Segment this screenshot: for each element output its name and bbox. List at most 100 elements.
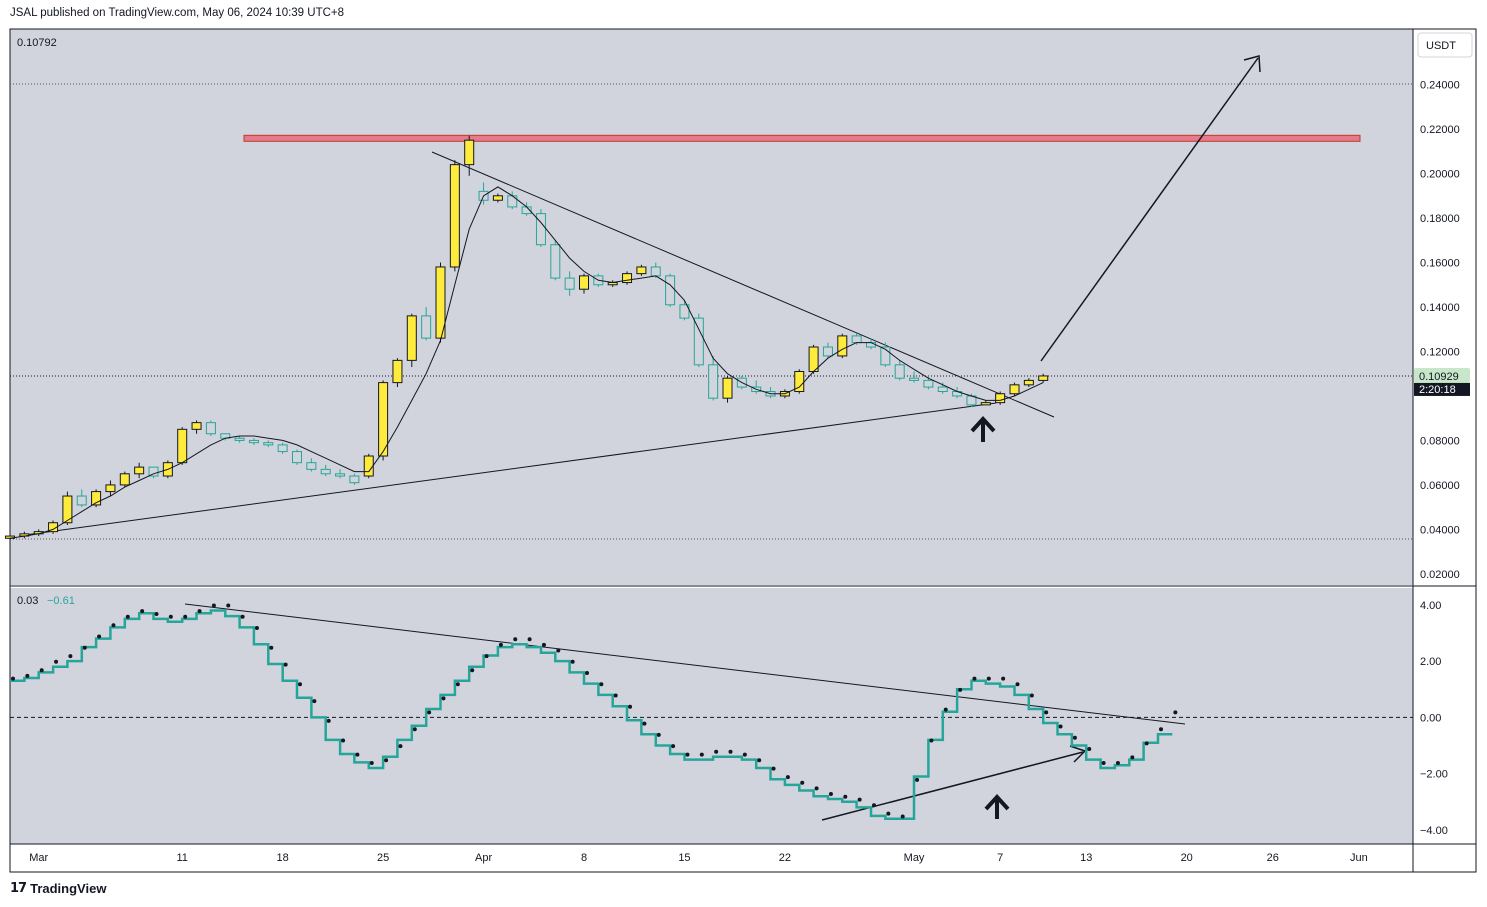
- signal-dot: [1101, 761, 1106, 766]
- footer-brand[interactable]: 17 TradingView: [10, 881, 106, 896]
- ascending-trendline[interactable]: [24, 402, 997, 536]
- projection-arrow-line[interactable]: [1040, 57, 1259, 362]
- time-tick-label: 26: [1267, 852, 1279, 864]
- candlestick-series: [5, 135, 1049, 541]
- candle: [1009, 382, 1020, 396]
- signal-dot: [226, 603, 231, 608]
- resistance-zone[interactable]: [243, 134, 1361, 142]
- projection-arrow-icon: [1243, 55, 1261, 73]
- oscillator-axis[interactable]: 4.00 2.00 0.00 −2.00 −4.00: [1420, 600, 1448, 837]
- signal-dot: [384, 758, 389, 763]
- candle-body: [392, 359, 403, 384]
- footer-brand-label: TradingView: [30, 881, 107, 896]
- oscillator-tick-label: −4.00: [1420, 825, 1448, 837]
- time-tick-label: Apr: [475, 852, 492, 864]
- descending-trendline[interactable]: [431, 151, 1055, 418]
- candle: [277, 442, 288, 454]
- price-tick-label: 0.04000: [1420, 524, 1460, 536]
- signal-dot: [785, 775, 790, 780]
- signal-dot: [111, 623, 116, 628]
- candle: [579, 273, 589, 294]
- candle-body: [722, 377, 733, 399]
- oscillator-up-arrow-icon: [984, 794, 1010, 819]
- candle: [636, 264, 647, 276]
- candle-body: [435, 266, 446, 339]
- signal-dot: [1130, 755, 1135, 760]
- signal-dot: [154, 611, 159, 616]
- candle-body: [866, 342, 876, 348]
- candle-body: [76, 495, 87, 506]
- candle-body: [363, 455, 374, 477]
- signal-dot: [771, 766, 776, 771]
- signal-dot: [972, 676, 977, 681]
- candle-body: [550, 244, 561, 279]
- signal-dot: [628, 704, 633, 709]
- candle-body: [134, 466, 145, 475]
- candle: [794, 369, 805, 394]
- price-axis[interactable]: 0.24000 0.22000 0.20000 0.18000 0.16000 0.140…: [1420, 80, 1460, 581]
- candle: [665, 273, 676, 307]
- currency-button-label: USDT: [1426, 40, 1456, 52]
- candle-body: [62, 495, 73, 524]
- price-tick-label: 0.12000: [1420, 346, 1460, 358]
- candle-body: [995, 393, 1006, 404]
- signal-dot: [843, 794, 848, 799]
- signal-dot: [1044, 710, 1049, 715]
- candle: [91, 489, 102, 508]
- signal-dot: [1058, 724, 1063, 729]
- price-pane[interactable]: [10, 29, 1413, 585]
- signal-dot: [1115, 761, 1120, 766]
- candle-body: [234, 437, 245, 441]
- signal-dot: [1087, 746, 1092, 751]
- currency-button[interactable]: [1417, 32, 1473, 58]
- time-axis[interactable]: Mar 11 18 25 Apr 8 15 22 May 7 13 20 26 Jun: [29, 852, 1368, 864]
- signal-dot: [915, 777, 920, 782]
- candle: [349, 473, 360, 485]
- candle-body: [105, 484, 116, 493]
- candle: [679, 300, 690, 321]
- signal-dot: [613, 693, 618, 698]
- candle-body: [306, 462, 317, 470]
- candle-body: [248, 439, 259, 444]
- signal-dot: [986, 676, 991, 681]
- candle: [693, 313, 704, 368]
- oscillator-pane[interactable]: [10, 588, 1413, 844]
- candle-body: [794, 370, 805, 393]
- signal-dot: [82, 645, 87, 650]
- signal-dot: [140, 609, 145, 614]
- candle-body: [335, 473, 346, 477]
- signal-dot: [958, 687, 963, 692]
- candle-body: [292, 451, 302, 464]
- signal-dot: [585, 671, 589, 676]
- signal-dot: [412, 727, 417, 732]
- candle-body: [205, 422, 216, 435]
- signal-dot: [814, 786, 819, 791]
- signal-dot: [39, 668, 44, 673]
- oscillator-ascending-arrow-line[interactable]: [821, 751, 1084, 821]
- candle-body: [837, 335, 848, 357]
- candle: [995, 391, 1006, 405]
- time-tick-label: May: [904, 852, 925, 864]
- candle-body: [564, 277, 575, 290]
- candle-body: [449, 164, 460, 268]
- signal-dot: [168, 614, 173, 619]
- candle: [808, 344, 819, 374]
- countdown-value: 2:20:18: [1419, 384, 1456, 396]
- signal-dot: [470, 668, 475, 673]
- oscillator-descending-trendline[interactable]: [184, 603, 1186, 725]
- signal-dot: [355, 752, 360, 757]
- candle: [449, 160, 460, 272]
- signal-dot: [11, 676, 15, 681]
- candle-body: [177, 428, 188, 464]
- signal-dot: [455, 682, 460, 687]
- signal-dot: [800, 780, 805, 785]
- candle-body: [48, 522, 59, 533]
- price-tick-label: 0.14000: [1420, 302, 1460, 314]
- publisher-attribution: JSAL published on TradingView.com, May 0…: [10, 7, 345, 19]
- candle: [234, 435, 245, 443]
- candle: [191, 420, 202, 434]
- candle: [392, 358, 403, 388]
- candle-body: [191, 422, 202, 430]
- candle-body: [894, 364, 905, 379]
